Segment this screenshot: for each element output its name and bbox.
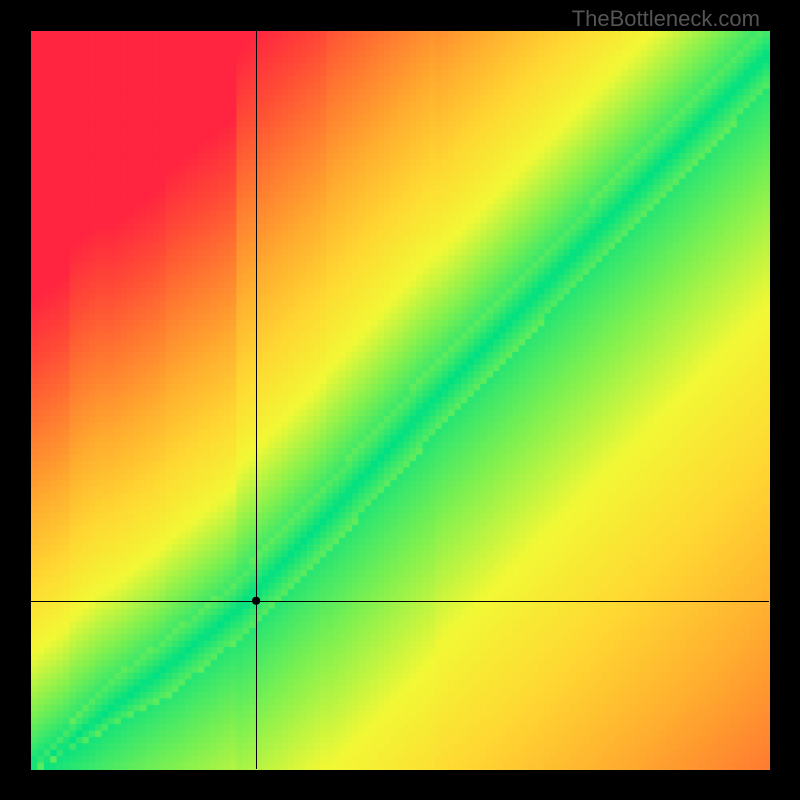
watermark-text: TheBottleneck.com xyxy=(572,6,760,32)
bottleneck-heatmap xyxy=(0,0,800,800)
